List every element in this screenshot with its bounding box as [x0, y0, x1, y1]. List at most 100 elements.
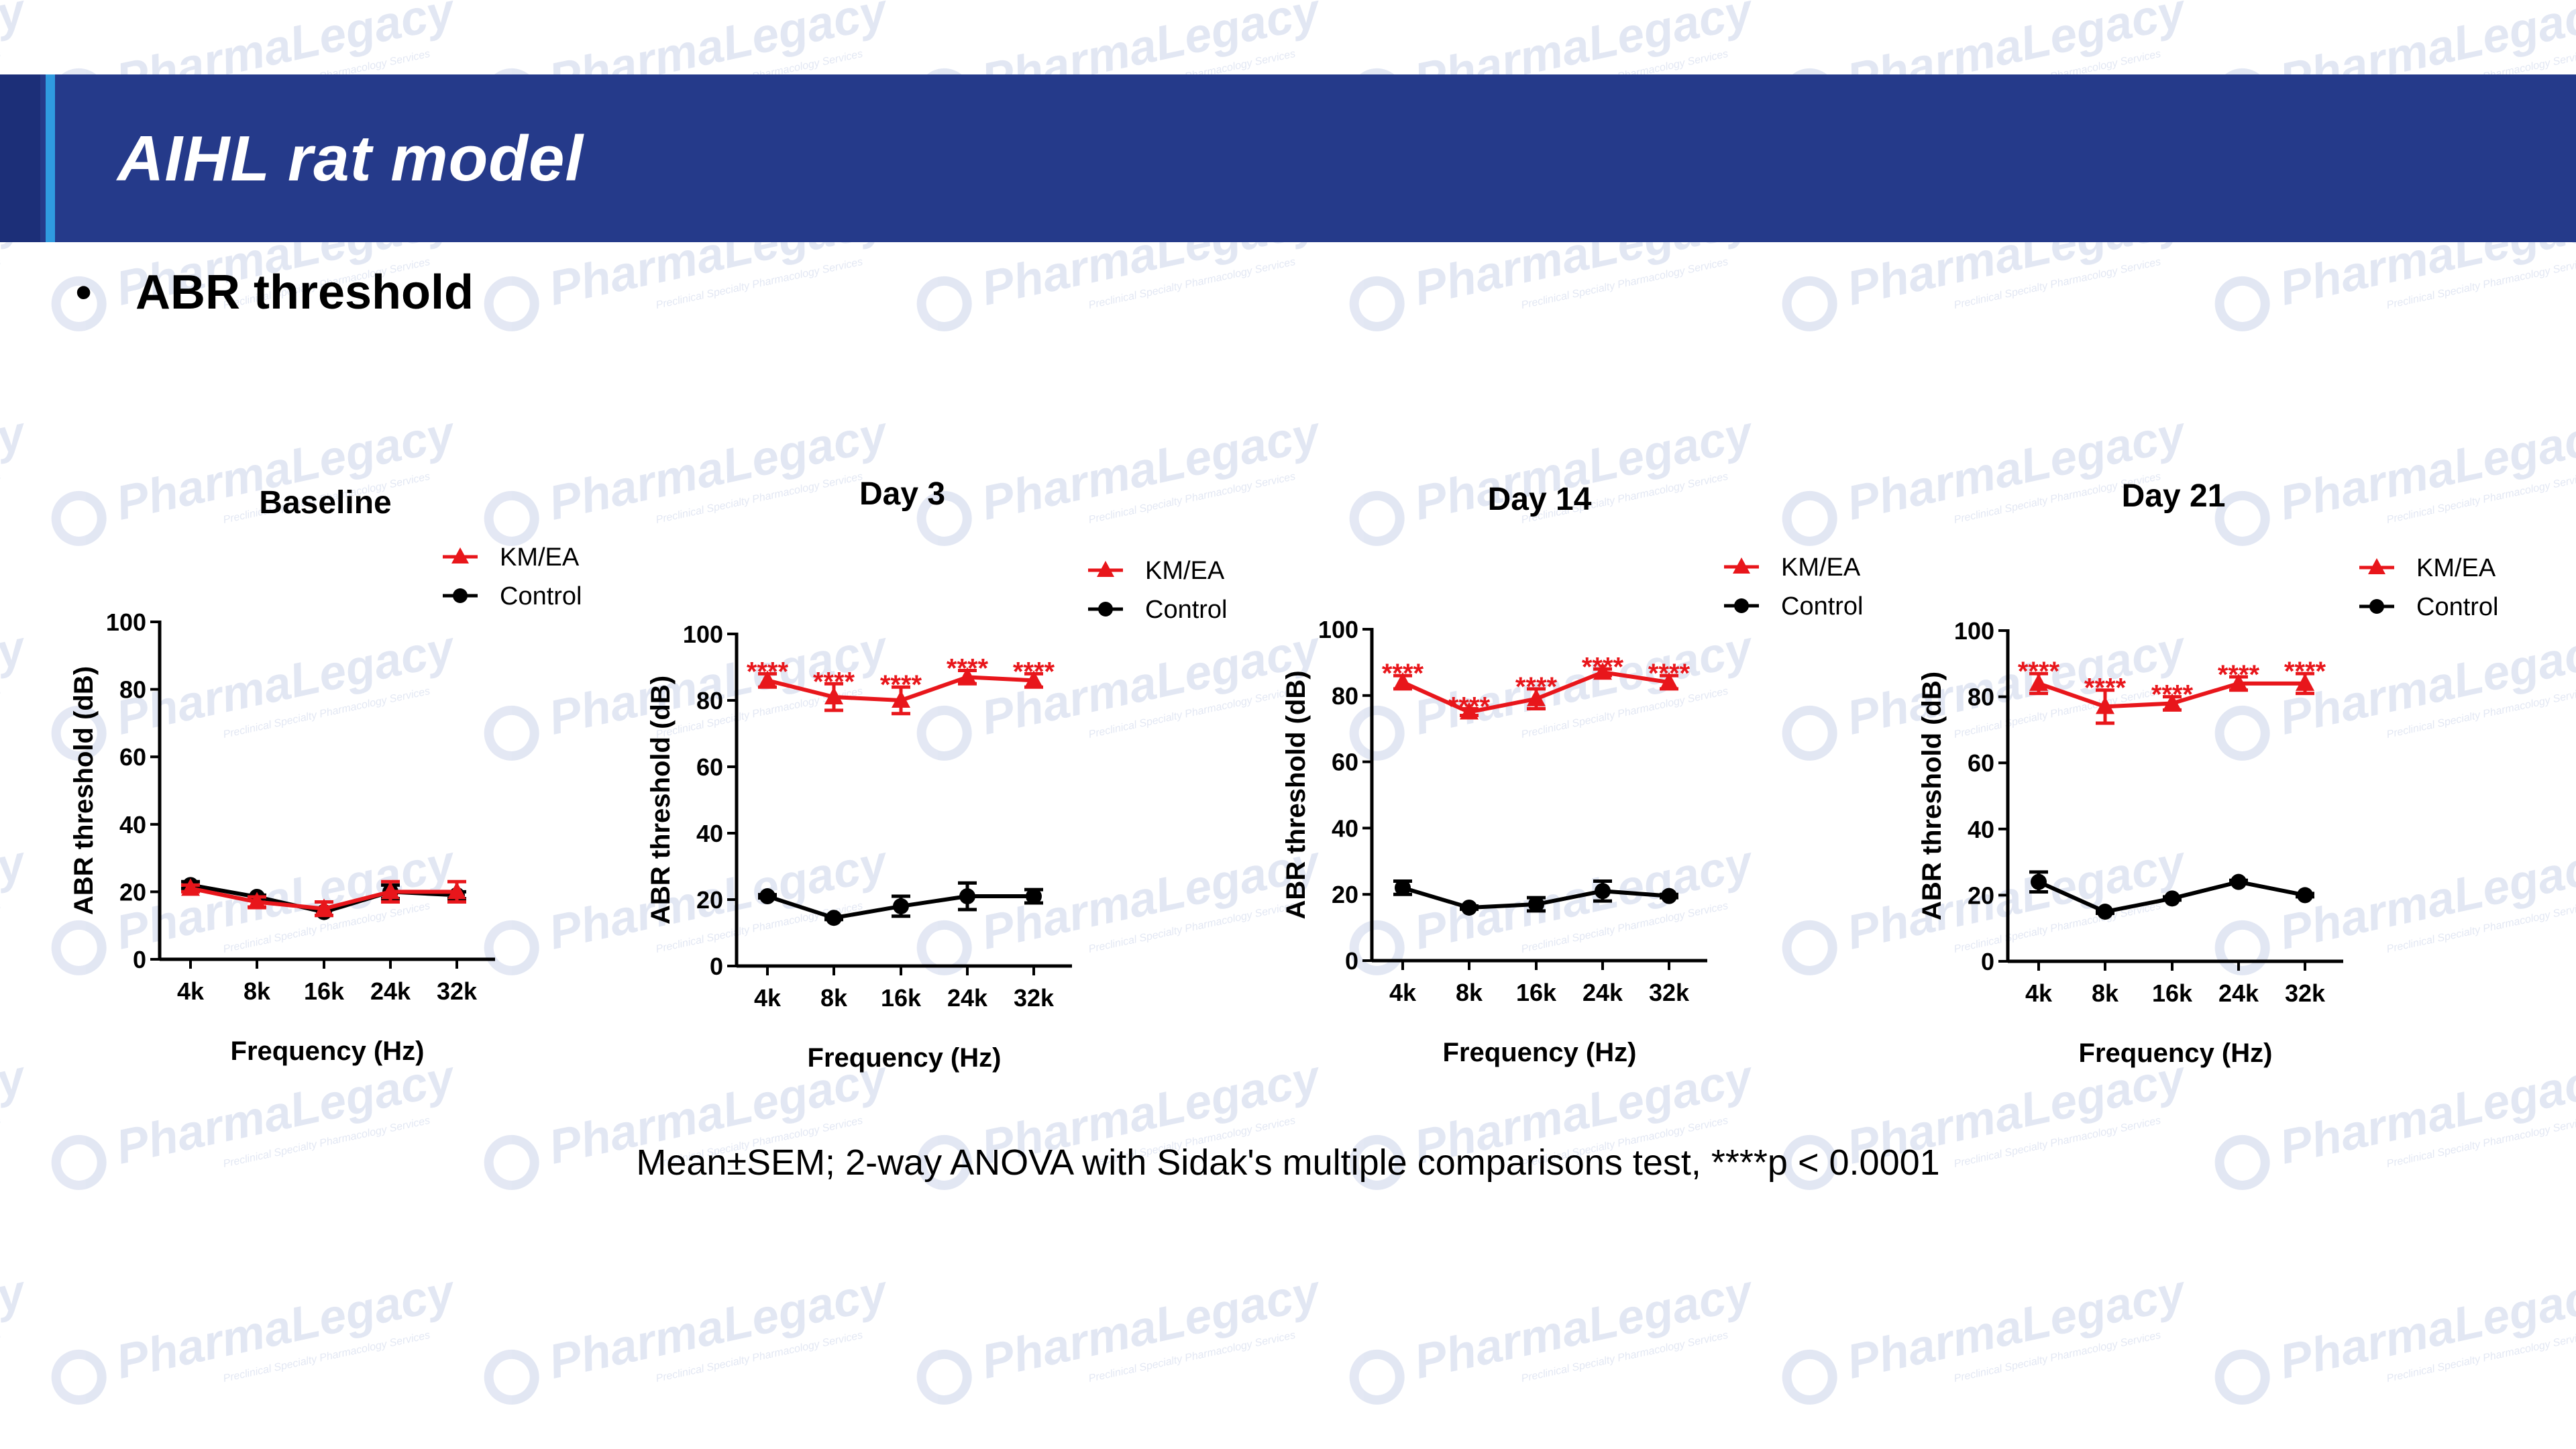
x-tick-label: 8k: [2092, 979, 2119, 1007]
y-tick-label: 100: [106, 608, 146, 636]
significance-marker: ****: [1648, 659, 1690, 688]
x-tick-label: 32k: [437, 977, 478, 1005]
data-point-circle: [959, 888, 975, 905]
x-axis-title: Frequency (Hz): [808, 1043, 1002, 1073]
x-tick-label: 32k: [1649, 979, 1690, 1006]
bullet-text: ABR threshold: [136, 266, 474, 319]
chart-1: Baseline 0 20 40 60 80 100 4k 8k 16k 24k 32k Frequen…: [69, 485, 582, 1066]
y-tick-label: 100: [1954, 617, 1994, 645]
significance-marker: ****: [2084, 674, 2127, 703]
data-point-triangle: [381, 881, 400, 900]
data-point-circle: [1395, 879, 1411, 896]
chart-title: Day 14: [1488, 482, 1592, 517]
y-axis-title: ABR threshold (dB): [1281, 670, 1311, 919]
x-tick-label: 24k: [1582, 979, 1623, 1006]
y-tick-label: 60: [1332, 749, 1358, 776]
x-tick-label: 4k: [1389, 979, 1417, 1006]
x-tick-label: 4k: [2025, 979, 2053, 1007]
significance-marker: ****: [880, 670, 922, 700]
data-point-triangle: [1527, 688, 1546, 706]
x-tick-label: 24k: [947, 984, 988, 1012]
y-tick-label: 40: [1332, 814, 1358, 842]
significance-marker: ****: [2218, 660, 2260, 690]
data-point-triangle: [1660, 672, 1678, 690]
data-point-circle: [759, 888, 775, 905]
y-tick-label: 0: [1345, 947, 1358, 975]
data-point-circle: [893, 898, 909, 914]
x-axis-title: Frequency (Hz): [231, 1036, 425, 1066]
significance-marker: ****: [1448, 692, 1491, 722]
legend-marker-triangle: [1097, 561, 1114, 577]
data-point-triangle: [1593, 662, 1612, 680]
y-tick-label: 20: [696, 886, 723, 914]
chart-title: Baseline: [259, 485, 391, 521]
y-tick-label: 0: [1981, 948, 1994, 975]
series-kmea: **** **** **** **** ****: [1382, 652, 1690, 721]
legend-label: KM/EA: [500, 543, 580, 572]
significance-marker: ****: [947, 653, 989, 683]
data-point-triangle: [2296, 673, 2314, 691]
significance-marker: ****: [1515, 672, 1558, 702]
chart-legend: KM/EA Control: [1088, 557, 1228, 624]
data-point-triangle: [447, 881, 466, 900]
significance-marker: ****: [813, 667, 855, 696]
banner-accent-stripe: [46, 74, 55, 242]
data-point-circle: [2297, 887, 2313, 904]
data-point-triangle: [1024, 670, 1043, 688]
legend-marker-circle: [1098, 602, 1113, 616]
legend-label: Control: [1145, 596, 1228, 624]
series-kmea: [181, 878, 466, 918]
y-tick-label: 80: [1968, 684, 1994, 711]
legend-marker-circle: [1734, 598, 1749, 613]
x-tick-label: 32k: [2285, 979, 2326, 1007]
x-tick-label: 24k: [370, 977, 411, 1005]
y-tick-label: 20: [119, 878, 146, 906]
data-point-triangle: [2096, 696, 2114, 714]
y-tick-label: 100: [1318, 616, 1358, 643]
data-point-circle: [2097, 904, 2113, 920]
significance-marker: ****: [2284, 657, 2326, 686]
series-kmea: **** **** **** **** ****: [747, 653, 1055, 716]
chart-legend: KM/EA Control: [2359, 554, 2499, 621]
data-point-circle: [2031, 873, 2047, 890]
y-tick-label: 80: [696, 687, 723, 714]
significance-marker: ****: [747, 657, 789, 686]
data-point-circle: [1661, 888, 1677, 904]
data-point-circle: [1026, 888, 1042, 905]
y-axis-title: ABR threshold (dB): [69, 666, 99, 915]
data-point-triangle: [1393, 672, 1412, 690]
data-point-triangle: [824, 687, 843, 705]
data-point-triangle: [958, 667, 977, 685]
chart-title: Day 21: [2122, 478, 2226, 514]
slide-title: AIHL rat model: [117, 123, 584, 195]
data-point-triangle: [248, 892, 266, 910]
title-banner: [0, 74, 2576, 242]
x-tick-label: 4k: [754, 984, 782, 1012]
y-tick-label: 40: [696, 820, 723, 847]
significance-marker: ****: [2018, 657, 2060, 686]
data-point-triangle: [758, 670, 777, 688]
y-tick-label: 0: [133, 946, 146, 973]
chart-title: Day 3: [859, 476, 945, 512]
data-point-circle: [2231, 873, 2247, 890]
y-axis-title: ABR threshold (dB): [1917, 672, 1947, 920]
legend-label: Control: [500, 582, 582, 610]
chart-legend: KM/EA Control: [1724, 553, 1864, 621]
statistics-footnote: Mean±SEM; 2-way ANOVA with Sidak's multi…: [636, 1142, 1940, 1183]
data-point-circle: [1461, 899, 1477, 916]
x-tick-label: 16k: [881, 984, 922, 1012]
legend-label: KM/EA: [2416, 554, 2496, 582]
data-point-triangle: [315, 898, 333, 916]
data-point-circle: [1528, 896, 1544, 913]
x-tick-label: 16k: [2152, 979, 2193, 1007]
chart-4: Day 21 0 20 40 60 80 100 4k 8k 16k 24k 32k Frequency…: [1917, 478, 2499, 1068]
series-kmea: **** **** **** **** ****: [2018, 657, 2326, 725]
data-point-triangle: [892, 690, 910, 708]
y-tick-label: 100: [683, 621, 723, 648]
legend-marker-triangle: [1733, 557, 1750, 574]
data-point-circle: [1595, 883, 1611, 900]
chart-2: Day 3 0 20 40 60 80 100 4k 8k 16k 24k 32k Frequency …: [646, 476, 1228, 1073]
data-point-circle: [2164, 890, 2180, 907]
y-tick-label: 40: [119, 811, 146, 839]
